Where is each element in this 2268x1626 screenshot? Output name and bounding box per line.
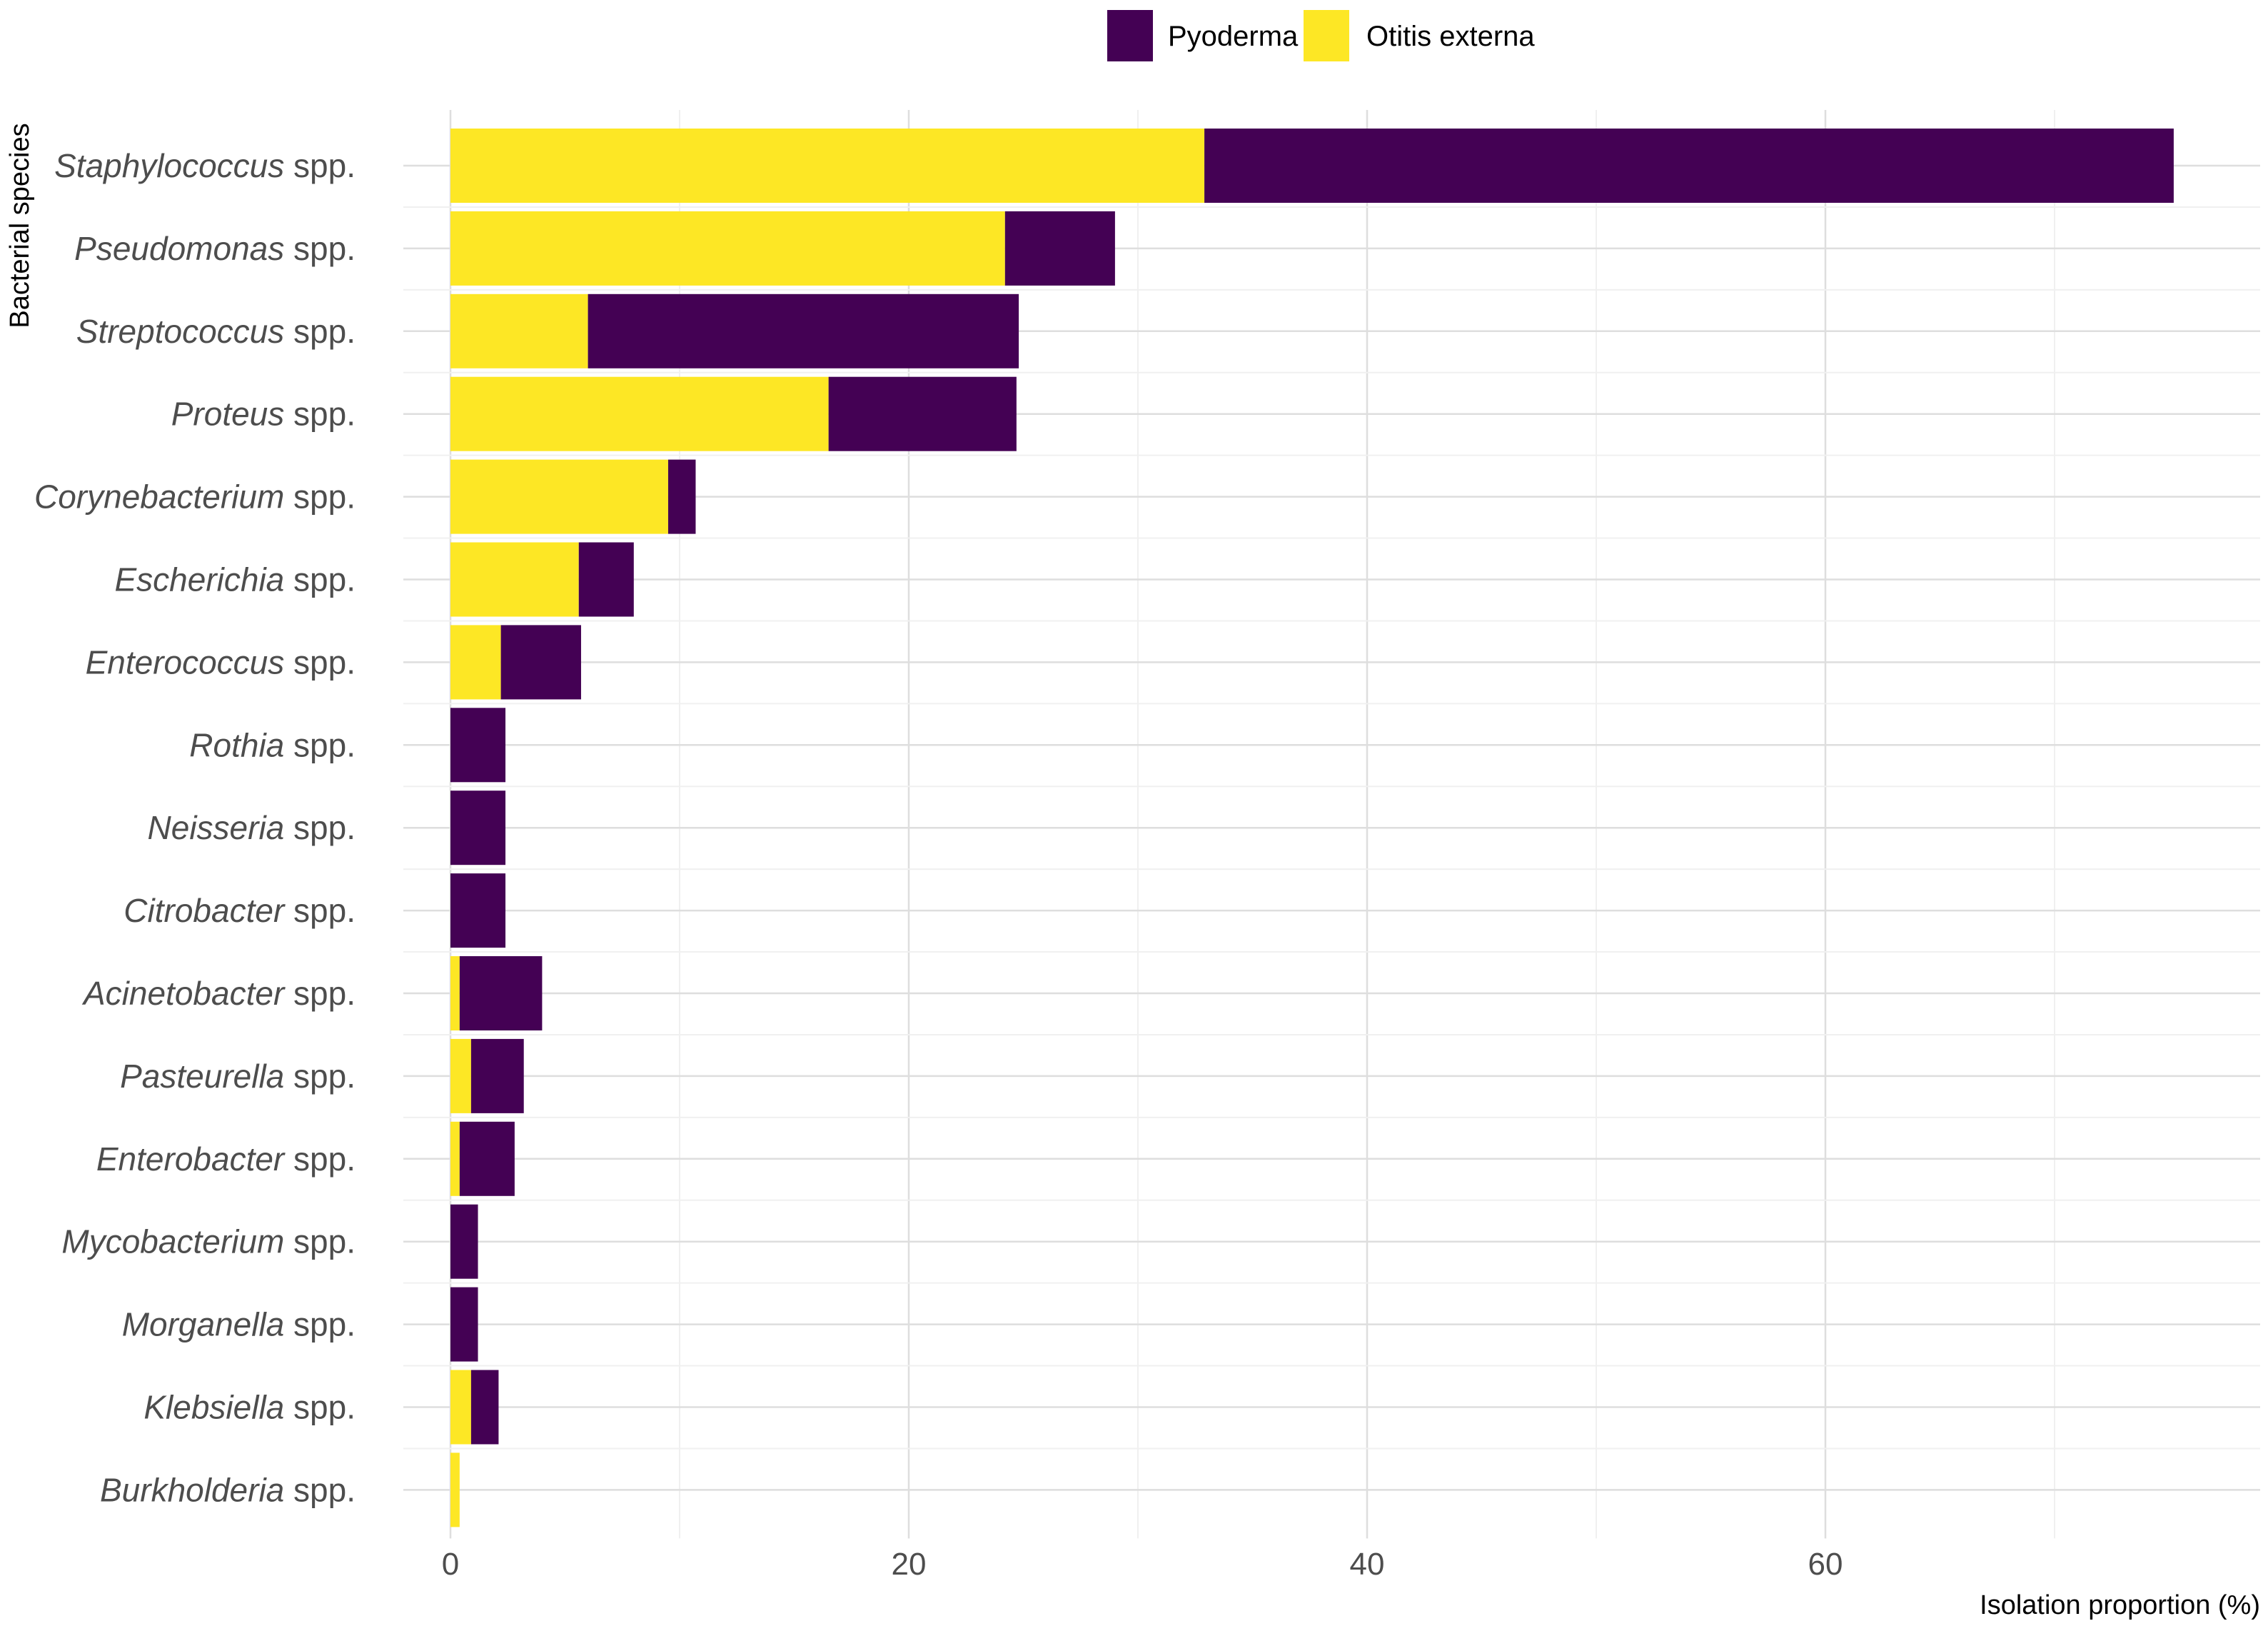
bar-pyoderma-enterococcus: [500, 625, 581, 700]
category-label: Burkholderia spp.: [100, 1471, 356, 1508]
category-suffix: spp.: [284, 230, 356, 267]
legend: Pyoderma Otitis externa: [1107, 10, 1535, 61]
x-tick-labels: 0 20 40 60: [442, 1547, 1843, 1582]
category-genus: Klebsiella: [143, 1389, 284, 1426]
category-label: Pasteurella spp.: [120, 1058, 356, 1095]
category-label: Acinetobacter spp.: [81, 975, 356, 1012]
category-label: Klebsiella spp.: [143, 1389, 356, 1426]
x-tick-label: 40: [1350, 1547, 1385, 1582]
legend-swatch-pyoderma: [1107, 10, 1153, 61]
category-label: Enterobacter spp.: [96, 1140, 356, 1178]
x-axis-title: Isolation proportion (%): [1980, 1590, 2260, 1620]
y-axis-title: Bacterial species: [5, 123, 35, 328]
category-genus: Staphylococcus: [54, 147, 284, 184]
category-suffix: spp.: [284, 892, 356, 929]
bar-otitis-externa-proteus: [450, 376, 829, 451]
category-suffix: spp.: [284, 1058, 356, 1095]
bar-pyoderma-enterobacter: [459, 1121, 515, 1196]
category-genus: Acinetobacter: [81, 975, 286, 1012]
category-label: Proteus spp.: [171, 396, 356, 433]
bar-pyoderma-pseudomonas: [1004, 211, 1115, 286]
category-genus: Proteus: [171, 396, 285, 433]
bar-otitis-externa-burkholderia: [450, 1452, 460, 1527]
category-genus: Pseudomonas: [74, 230, 284, 267]
category-genus: Morganella: [122, 1306, 285, 1343]
category-suffix: spp.: [284, 1389, 356, 1426]
bar-pyoderma-mycobacterium: [450, 1204, 478, 1279]
category-genus: Mycobacterium: [61, 1223, 284, 1260]
category-label: Morganella spp.: [122, 1306, 356, 1343]
category-suffix: spp.: [284, 1223, 356, 1260]
category-genus: Streptococcus: [76, 313, 284, 350]
category-genus: Escherichia: [114, 561, 284, 598]
category-genus: Burkholderia: [100, 1471, 284, 1508]
x-tick-label: 20: [892, 1547, 927, 1582]
category-suffix: spp.: [284, 975, 356, 1012]
bar-pyoderma-morganella: [450, 1287, 478, 1362]
bar-otitis-externa-pasteurella: [450, 1038, 471, 1113]
bar-pyoderma-escherichia: [578, 542, 634, 617]
category-label: Staphylococcus spp.: [54, 147, 356, 184]
bar-otitis-externa-corynebacterium: [450, 459, 668, 534]
category-suffix: spp.: [284, 147, 356, 184]
category-suffix: spp.: [284, 1306, 356, 1343]
x-tick-label: 60: [1808, 1547, 1843, 1582]
category-label: Escherichia spp.: [114, 561, 356, 598]
bars: [450, 129, 2174, 1527]
category-labels: Staphylococcus spp.Pseudomonas spp.Strep…: [34, 147, 356, 1508]
category-genus: Pasteurella: [120, 1058, 284, 1095]
category-label: Pseudomonas spp.: [74, 230, 356, 267]
category-label: Rothia spp.: [189, 726, 356, 763]
bar-otitis-externa-acinetobacter: [450, 956, 460, 1030]
category-genus: Neisseria: [148, 809, 285, 846]
category-genus: Enterobacter: [96, 1140, 286, 1178]
category-suffix: spp.: [284, 1471, 356, 1508]
category-suffix: spp.: [284, 809, 356, 846]
x-tick-label: 0: [442, 1547, 459, 1582]
bar-pyoderma-pasteurella: [470, 1038, 524, 1113]
bar-pyoderma-klebsiella: [470, 1370, 499, 1445]
category-label: Mycobacterium spp.: [61, 1223, 356, 1260]
legend-label-pyoderma: Pyoderma: [1168, 21, 1299, 52]
category-label: Neisseria spp.: [148, 809, 356, 846]
bar-otitis-externa-escherichia: [450, 542, 579, 617]
category-genus: Rothia: [189, 726, 284, 763]
category-genus: Enterococcus: [86, 643, 285, 681]
category-suffix: spp.: [284, 726, 356, 763]
category-genus: Corynebacterium: [34, 478, 284, 516]
category-label: Corynebacterium spp.: [34, 478, 356, 516]
bar-pyoderma-citrobacter: [450, 873, 506, 948]
category-label: Citrobacter spp.: [124, 892, 356, 929]
category-suffix: spp.: [284, 478, 356, 516]
bar-otitis-externa-enterobacter: [450, 1121, 460, 1196]
category-genus: Citrobacter: [124, 892, 286, 929]
category-suffix: spp.: [284, 313, 356, 350]
bar-pyoderma-neisseria: [450, 791, 506, 865]
bar-pyoderma-streptococcus: [588, 293, 1019, 368]
bar-otitis-externa-klebsiella: [450, 1370, 471, 1445]
category-label: Enterococcus spp.: [86, 643, 356, 681]
category-suffix: spp.: [284, 396, 356, 433]
legend-swatch-otitis-externa: [1304, 10, 1349, 61]
bar-pyoderma-corynebacterium: [667, 459, 696, 534]
bar-otitis-externa-enterococcus: [450, 625, 501, 700]
bar-pyoderma-staphylococcus: [1204, 129, 2174, 203]
legend-label-otitis-externa: Otitis externa: [1366, 21, 1535, 52]
bar-otitis-externa-pseudomonas: [450, 211, 1005, 286]
category-suffix: spp.: [284, 1140, 356, 1178]
bar-otitis-externa-staphylococcus: [450, 129, 1205, 203]
category-label: Streptococcus spp.: [76, 313, 356, 350]
bar-pyoderma-acinetobacter: [459, 956, 543, 1030]
category-suffix: spp.: [284, 643, 356, 681]
category-suffix: spp.: [284, 561, 356, 598]
bar-pyoderma-proteus: [828, 376, 1017, 451]
bar-otitis-externa-streptococcus: [450, 293, 588, 368]
bar-pyoderma-rothia: [450, 708, 506, 783]
